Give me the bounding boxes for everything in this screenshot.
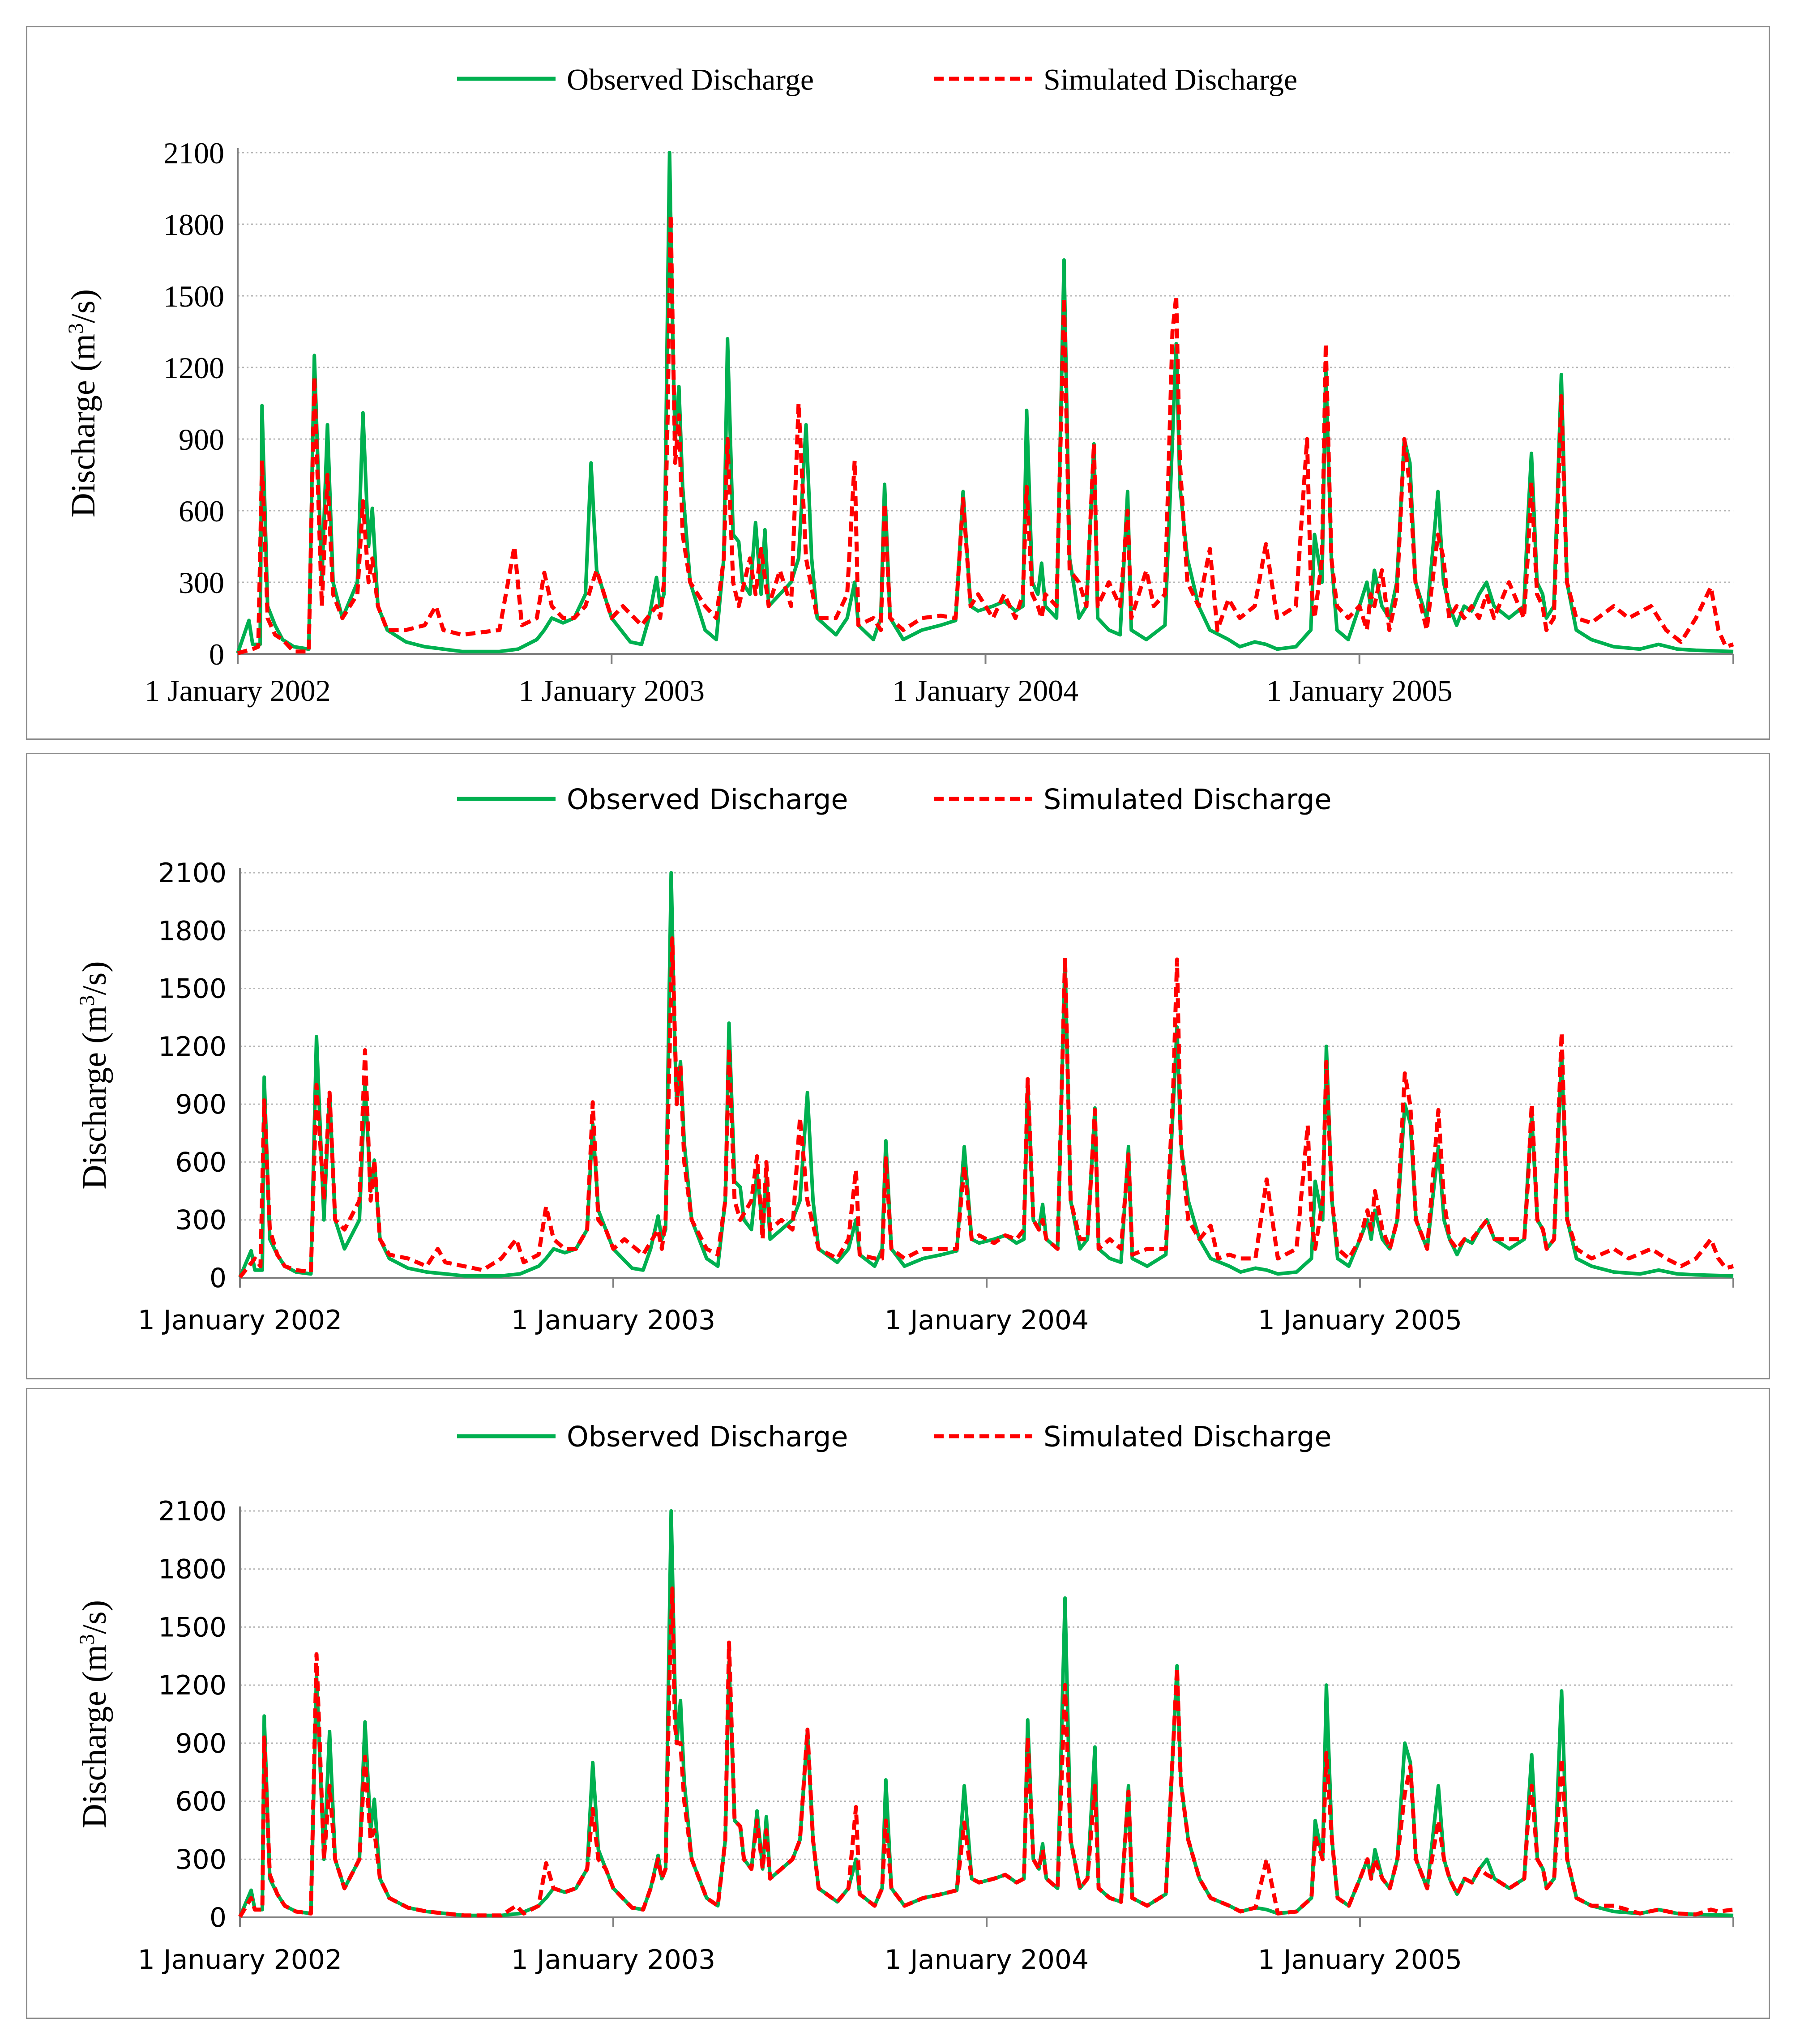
y-tick-label: 300 — [175, 1844, 227, 1875]
y-tick-label: 900 — [179, 422, 224, 457]
x-tick-label: 1 January 2003 — [519, 674, 705, 708]
y-tick-label: 0 — [210, 1902, 227, 1933]
y-tick-label: 2100 — [158, 1496, 227, 1527]
y-tick-label: 900 — [175, 1089, 227, 1120]
x-tick-label: 1 January 2005 — [1266, 674, 1452, 708]
y-tick-label: 2100 — [163, 136, 224, 170]
y-tick-label: 1800 — [163, 208, 224, 242]
y-tick-label: 300 — [179, 566, 224, 600]
y-tick-label: 1200 — [158, 1670, 227, 1701]
y-tick-label: 600 — [175, 1786, 227, 1818]
y-tick-label: 1500 — [163, 279, 224, 313]
y-tick-label: 300 — [175, 1205, 227, 1236]
discharge-chart-2: 0 300 600 900 1200 1500 1800 2100 1 January 2002… — [75, 783, 1734, 1336]
y-axis-label: Discharge (m3/s) — [75, 1600, 114, 1828]
y-tick-label: 0 — [210, 1263, 227, 1294]
y-tick-label: 1200 — [163, 351, 224, 385]
y-tick-label: 0 — [209, 637, 224, 671]
y-tick-label: 1800 — [158, 915, 227, 947]
simulated-discharge-line — [238, 936, 1734, 1279]
x-tick-label: 1 January 2002 — [138, 1305, 342, 1336]
y-axis-label: Discharge (m3/s) — [64, 289, 103, 517]
x-tick-label: 1 January 2004 — [885, 1944, 1089, 1976]
observed-discharge-line — [236, 151, 1734, 654]
x-tick-label: 1 January 2003 — [511, 1944, 715, 1976]
chart-panel-2: 0 300 600 900 1200 1500 1800 2100 1 January 2002… — [26, 753, 1770, 1379]
y-tick-label: 2100 — [158, 858, 227, 889]
simulated-discharge-line — [237, 213, 1734, 655]
y-tick-label: 900 — [175, 1728, 227, 1759]
observed-discharge-line — [238, 871, 1734, 1278]
legend-simulated-label: Simulated Discharge — [1043, 1420, 1332, 1453]
y-tick-label: 1500 — [158, 1612, 227, 1643]
chart-panel-1: 0 300 600 900 1200 1500 1800 2100 1 January 2002… — [26, 26, 1770, 740]
y-tick-label: 600 — [175, 1147, 227, 1178]
legend-simulated-label: Simulated Discharge — [1043, 62, 1297, 96]
x-tick-label: 1 January 2003 — [511, 1305, 715, 1336]
y-tick-label: 600 — [179, 494, 224, 528]
discharge-chart-3: 0 300 600 900 1200 1500 1800 2100 1 January 2002… — [75, 1420, 1734, 1976]
x-tick-label: 1 January 2005 — [1258, 1944, 1462, 1976]
x-tick-label: 1 January 2002 — [138, 1944, 342, 1976]
legend-observed-label: Observed Discharge — [567, 1420, 848, 1453]
legend-observed-label: Observed Discharge — [567, 62, 814, 96]
simulated-discharge-line — [238, 1586, 1734, 1918]
y-tick-label: 1800 — [158, 1554, 227, 1585]
x-tick-label: 1 January 2004 — [885, 1305, 1089, 1336]
chart-panel-3: 0 300 600 900 1200 1500 1800 2100 1 January 2002… — [26, 1388, 1770, 2019]
x-tick-label: 1 January 2004 — [893, 674, 1078, 708]
legend-simulated-label: Simulated Discharge — [1043, 783, 1332, 815]
legend-observed-label: Observed Discharge — [567, 783, 848, 815]
y-axis-label: Discharge (m3/s) — [75, 961, 114, 1189]
x-tick-label: 1 January 2002 — [145, 674, 330, 708]
observed-discharge-line — [238, 1509, 1734, 1918]
y-tick-label: 1200 — [158, 1031, 227, 1063]
discharge-chart-1: 0 300 600 900 1200 1500 1800 2100 1 January 2002… — [64, 62, 1734, 708]
x-tick-label: 1 January 2005 — [1258, 1305, 1462, 1336]
y-tick-label: 1500 — [158, 973, 227, 1005]
